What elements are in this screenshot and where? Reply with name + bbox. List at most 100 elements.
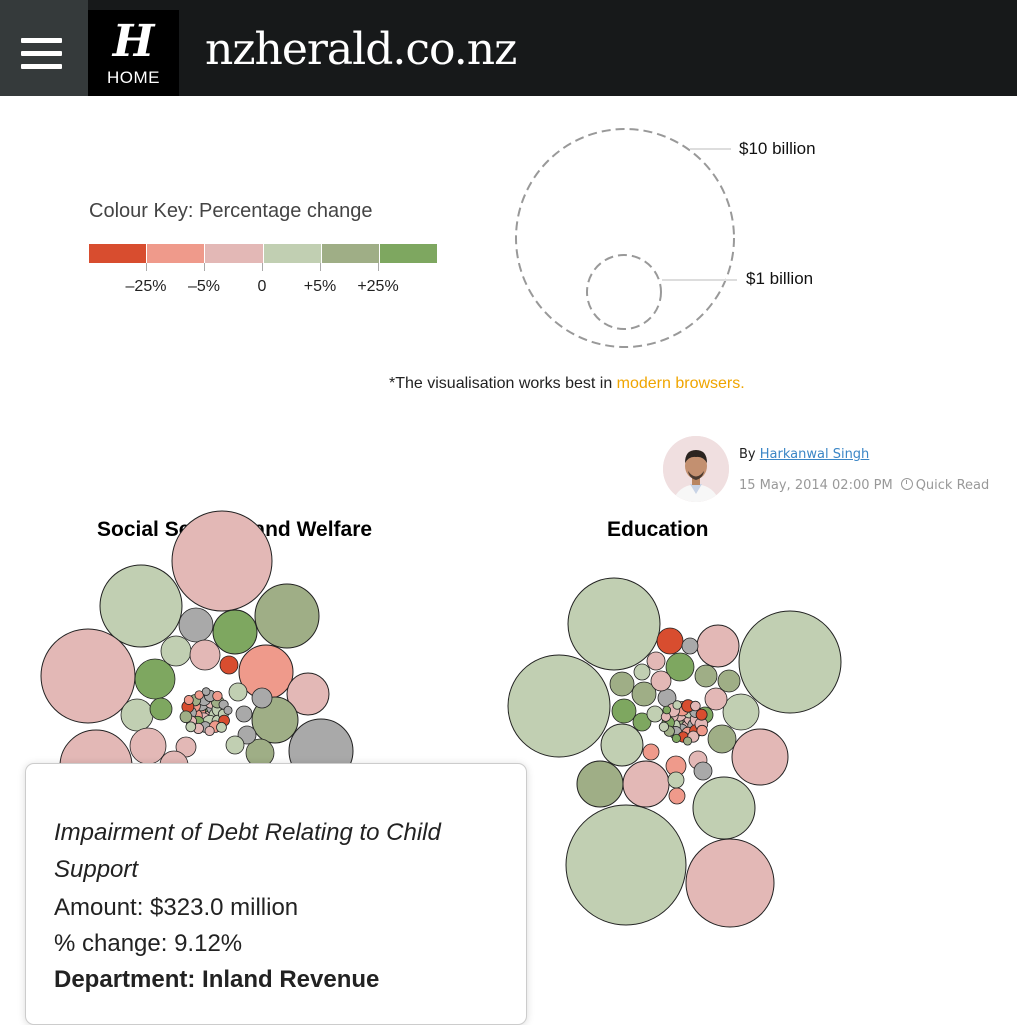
bubble[interactable] [656,627,684,655]
bubble[interactable] [225,735,245,755]
byline-by: By [739,447,756,462]
bubble[interactable] [149,697,173,721]
bubble[interactable] [129,727,167,765]
bubble[interactable] [235,705,253,723]
key-tick [204,263,205,271]
bubble[interactable] [683,736,693,746]
publish-date: 15 May, 2014 02:00 PM [739,478,893,493]
article-meta: 15 May, 2014 02:00 PM Quick Read [739,477,989,493]
key-tick [262,263,263,271]
bubble[interactable] [212,609,258,655]
bubble[interactable] [631,681,657,707]
bubble[interactable] [567,577,661,671]
bubble[interactable] [185,721,197,733]
bubble[interactable] [717,669,741,693]
bubble[interactable] [171,510,273,612]
bubble[interactable] [633,663,651,681]
key-label: 0 [257,278,267,295]
bubble[interactable] [722,693,760,731]
home-logo-link[interactable]: H HOME [88,10,179,96]
top-bar: H HOME nzherald.co.nz [0,0,1017,96]
bubble[interactable] [576,760,624,808]
bubble[interactable] [219,655,239,675]
bubble[interactable] [696,624,740,668]
bubble[interactable] [609,671,635,697]
bubble[interactable] [204,725,215,737]
bubble[interactable] [160,635,192,667]
key-swatch [146,244,205,263]
bubble[interactable] [251,687,273,709]
tooltip-department: Department: Inland Revenue [54,966,380,993]
bubble[interactable] [134,658,176,700]
bubble[interactable] [223,705,233,715]
bubble-charts [40,510,842,928]
author-avatar[interactable] [663,436,729,502]
bubble[interactable] [228,682,248,702]
key-label: –5% [187,278,221,295]
bubble[interactable] [695,708,708,721]
author-link[interactable]: Harkanwal Singh [759,447,870,462]
key-swatch [204,244,263,263]
menu-icon-line [21,64,62,69]
read-time: Quick Read [915,478,990,493]
bubble[interactable] [696,724,708,737]
bubble[interactable] [662,705,672,715]
bubble[interactable] [707,724,737,754]
bubble[interactable] [665,652,695,682]
bubble[interactable] [685,838,775,928]
bubble[interactable] [120,698,154,732]
bubble[interactable] [611,698,637,724]
key-swatch [320,244,379,263]
site-name-link[interactable]: nzherald.co.nz [205,24,517,75]
author-photo-icon [663,436,729,502]
bubble[interactable] [175,736,197,758]
bubble[interactable] [690,700,701,712]
bubble[interactable] [254,583,320,649]
tooltip-title: Impairment of Debt Relating to Child Sup… [54,819,441,883]
bubble[interactable] [681,637,699,655]
bubble[interactable] [738,610,842,714]
herald-logo-icon: H [112,16,155,67]
bubble[interactable] [671,733,681,743]
bubble[interactable] [704,687,728,711]
key-label: –25% [125,278,167,295]
bubble[interactable] [99,564,183,648]
bubble[interactable] [251,696,299,744]
bubble[interactable] [650,670,672,692]
bubble[interactable] [672,700,682,710]
bubble[interactable] [668,787,686,805]
tooltip-change: % change: 9.12% [54,930,243,957]
bubble[interactable] [693,761,713,781]
home-label: HOME [107,68,160,87]
bubble[interactable] [632,712,652,732]
bubble[interactable] [658,721,669,732]
bubble[interactable] [694,664,718,688]
browser-note: *The visualisation works best in modern … [389,375,745,393]
bubble[interactable] [667,771,685,789]
bubble[interactable] [692,776,756,840]
menu-button[interactable] [0,0,88,96]
bubble[interactable] [622,760,670,808]
byline: By Harkanwal Singh [739,447,869,462]
bubble[interactable] [646,651,666,671]
bubble[interactable] [286,672,330,716]
bubble[interactable] [600,723,644,767]
bubble[interactable] [212,690,223,702]
key-label: +5% [303,278,337,295]
bubble[interactable] [565,804,687,926]
bubble[interactable] [194,690,204,700]
tooltip-amount: Amount: $323.0 million [54,894,299,921]
bubble[interactable] [646,705,664,723]
bubble[interactable] [189,639,221,671]
bubble[interactable] [40,628,136,724]
bubble[interactable] [731,728,789,786]
bubble[interactable] [507,654,611,758]
bubble[interactable] [201,687,211,696]
bubble[interactable] [179,710,193,724]
bubble[interactable] [178,607,214,643]
bubble[interactable] [183,695,194,705]
bubble[interactable] [216,721,227,733]
bubble[interactable] [642,743,660,761]
modern-browsers-link[interactable]: modern browsers. [616,375,745,392]
key-tick [378,263,379,271]
